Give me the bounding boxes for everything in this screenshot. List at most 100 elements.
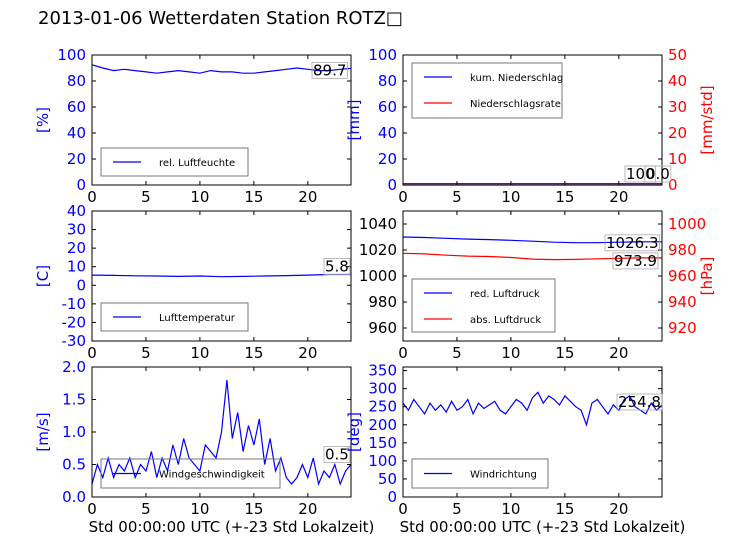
panel-2-ytick-right-label-0: 0 xyxy=(668,176,678,194)
panel-2-xtick-label-4: 20 xyxy=(609,188,628,206)
panel-4-xtick-label-0: 0 xyxy=(398,344,408,362)
panel-5-xtick-label-1: 5 xyxy=(141,500,151,518)
panel-3-ytick-label-3: 0 xyxy=(76,276,86,294)
panel-4-xtick-label-2: 10 xyxy=(501,344,520,362)
panel-6-ytick-label-6: 300 xyxy=(368,380,397,398)
panel-4-xtick-label-3: 15 xyxy=(555,344,574,362)
panel-6-xlabel: Std 00:00:00 UTC (+-23 Std Lokalzeit) xyxy=(400,518,686,536)
panel-3-ylabel: [C] xyxy=(34,265,52,287)
panel-5-ytick-label-4: 2.0 xyxy=(62,358,86,376)
panel-1-ytick-label-1: 20 xyxy=(67,150,86,168)
panel-5-legend-label-1: Windgeschwindigkeit xyxy=(159,470,265,481)
panel-5-ytick-label-2: 1.0 xyxy=(62,423,86,441)
panel-6-ytick-label-4: 200 xyxy=(368,416,397,434)
panel-3-value-annotation-1: 5.8 xyxy=(325,258,349,276)
panel-3-xtick-label-4: 20 xyxy=(298,344,317,362)
panel-4-value-annotation-1: 1026.3 xyxy=(606,234,659,252)
panel-2-ytick-right-label-3: 30 xyxy=(668,98,687,116)
panel-5-ytick-label-1: 0.5 xyxy=(62,456,86,474)
panel-1-value-annotation-box-1 xyxy=(311,61,348,79)
panel-4-ytick-right-label-1: 940 xyxy=(668,293,697,311)
panel-4-legend xyxy=(411,278,556,333)
panel-2-ytick-right-label-2: 20 xyxy=(668,124,687,142)
panel-4-value-annotation-box-2 xyxy=(612,252,659,270)
panel-3-legend xyxy=(100,302,249,332)
panel-3-ytick-label-6: 30 xyxy=(67,221,86,239)
panel-4-xtick-label-4: 20 xyxy=(609,344,628,362)
panel-2-legend xyxy=(411,62,563,119)
panel-4-value-annotation-box-1 xyxy=(604,234,660,252)
panel-6-xtick-label-2: 10 xyxy=(501,500,520,518)
panel-2-ytick-label-5: 100 xyxy=(368,46,397,64)
panel-6-legend-label-1: Windrichtung xyxy=(470,470,537,481)
panel-1-ytick-label-4: 80 xyxy=(67,72,86,90)
panel-6-ytick-label-7: 350 xyxy=(368,362,397,380)
panel-3-ytick-label-1: -20 xyxy=(62,313,87,331)
panel-5-ytick-label-0: 0.0 xyxy=(62,488,86,506)
panel-5-xtick-label-0: 0 xyxy=(87,500,97,518)
panel-1-series-1-line xyxy=(91,64,352,74)
panel-5-xtick-label-2: 10 xyxy=(190,500,209,518)
panel-6-frame xyxy=(402,366,663,498)
panel-1-xtick-label-4: 20 xyxy=(298,188,317,206)
panel-4-legend-label-1: red. Luftdruck xyxy=(470,289,540,300)
panel-2-ytick-right-label-5: 50 xyxy=(668,46,687,64)
panel-3-ytick-label-0: -30 xyxy=(62,332,87,350)
panel-1-legend-label-1: rel. Luftfeuchte xyxy=(159,158,235,169)
panel-1-ytick-label-0: 0 xyxy=(76,176,86,194)
panel-5-ytick-label-3: 1.5 xyxy=(62,391,86,409)
panel-1-value-annotation-1: 89.7 xyxy=(313,61,346,79)
panel-6-ytick-label-5: 250 xyxy=(368,398,397,416)
panel-6-ylabel: [deg] xyxy=(345,412,363,452)
panel-2-ytick-label-0: 0 xyxy=(387,176,397,194)
panel-2-legend-label-1: kum. Niederschlag xyxy=(470,73,563,84)
panel-3-series-1-line xyxy=(91,273,351,278)
panel-3-ytick-label-7: 40 xyxy=(67,202,86,220)
panel-3-ytick-label-5: 20 xyxy=(67,239,86,257)
panel-2-value-annotation-1: 100 xyxy=(626,165,655,183)
panel-1-ytick-label-5: 100 xyxy=(57,46,86,64)
panel-5-value-annotation-box-1 xyxy=(323,446,351,463)
panel-2-xtick-label-3: 15 xyxy=(555,188,574,206)
panel-2-ytick-right-label-4: 40 xyxy=(668,72,687,90)
panel-1-ytick-label-2: 40 xyxy=(67,124,86,142)
panel-5-xlabel: Std 00:00:00 UTC (+-23 Std Lokalzeit) xyxy=(89,518,375,536)
panel-2-ylabel: [mm] xyxy=(345,100,363,141)
panel-4-legend-label-2: abs. Luftdruck xyxy=(470,315,541,326)
panel-6-value-annotation-box-1 xyxy=(616,393,663,411)
panel-2-xtick-label-1: 5 xyxy=(452,188,462,206)
panel-1-xtick-label-3: 15 xyxy=(244,188,263,206)
panel-4-value-annotation-2: 973.9 xyxy=(614,252,657,270)
panel-5-series-1-line xyxy=(91,379,352,487)
panel-4-xtick-label-1: 5 xyxy=(452,344,462,362)
panel-6-ytick-label-2: 100 xyxy=(368,452,397,470)
panel-6-xtick-label-1: 5 xyxy=(452,500,462,518)
panel-6-xtick-label-4: 20 xyxy=(609,500,628,518)
panel-3-xtick-label-3: 15 xyxy=(244,344,263,362)
panel-6-value-annotation-1: 254.8 xyxy=(618,393,661,411)
panel-3-xtick-label-2: 10 xyxy=(190,344,209,362)
panel-3-frame xyxy=(91,210,352,342)
panel-3-value-annotation-box-1 xyxy=(323,258,351,275)
panel-1-xtick-label-1: 5 xyxy=(141,188,151,206)
panel-6-xtick-label-3: 15 xyxy=(555,500,574,518)
panel-2-legend-label-2: Niederschlagsrate xyxy=(470,99,561,110)
panel-2-xtick-label-0: 0 xyxy=(398,188,408,206)
panel-4-ytick-label-3: 1020 xyxy=(359,241,397,259)
panel-4-ytick-right-label-0: 920 xyxy=(668,319,697,337)
panel-2-ytick-right-label-1: 10 xyxy=(668,150,687,168)
panel-2-ylabel-right: [mm/std] xyxy=(698,85,716,154)
panel-4-ytick-label-2: 1000 xyxy=(359,267,397,285)
panel-4-ytick-label-1: 980 xyxy=(368,293,397,311)
panel-3-xtick-label-1: 5 xyxy=(141,344,151,362)
panel-5-legend xyxy=(100,458,281,489)
panel-3-ytick-label-2: -10 xyxy=(62,295,87,313)
panel-6-legend xyxy=(411,458,549,489)
panel-2-frame xyxy=(402,54,663,186)
panel-5-value-annotation-1: 0.5 xyxy=(325,446,349,464)
panel-2-ytick-label-2: 40 xyxy=(378,124,397,142)
panel-2-xtick-label-2: 10 xyxy=(501,188,520,206)
panel-4-series-1-line xyxy=(402,236,662,244)
panel-2-value-annotation-box-1 xyxy=(624,165,657,183)
